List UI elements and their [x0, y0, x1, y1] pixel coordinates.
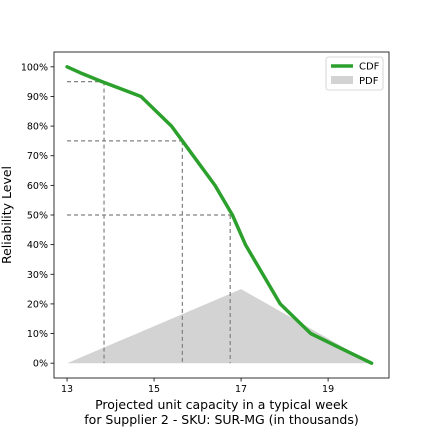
cdf-line — [65, 65, 374, 365]
x-tick-label: 15 — [148, 384, 160, 395]
x-axis-title-line-1: Projected unit capacity in a typical wee… — [95, 397, 349, 412]
y-tick-label: 30% — [27, 270, 48, 281]
y-tick-label: 60% — [27, 181, 48, 192]
legend-pdf-swatch — [331, 76, 353, 84]
x-tick-label: 13 — [61, 384, 73, 395]
y-tick-label: 50% — [27, 211, 48, 222]
y-tick-label: 0% — [33, 359, 48, 370]
legend-cdf-label: CDF — [359, 62, 380, 73]
y-tick-label: 10% — [27, 329, 48, 340]
x-axis-ticks: 13 15 17 19 — [61, 378, 334, 395]
pdf-area — [67, 289, 372, 364]
x-axis-title-line-2: for Supplier 2 - SKU: SUR-MG (in thousan… — [84, 412, 358, 427]
y-tick-label: 70% — [27, 151, 48, 162]
pdf-area-layer — [67, 289, 372, 364]
cdf-line-layer — [65, 65, 374, 365]
x-tick-label: 17 — [235, 384, 247, 395]
y-tick-label: 80% — [27, 122, 48, 133]
legend: CDF PDF — [325, 56, 384, 91]
y-axis-title: Reliability Level — [0, 166, 14, 264]
y-tick-label: 40% — [27, 240, 48, 251]
y-axis-ticks: 0% 10% 20% 30% 40% 50% 60% 70% 80% 90% 100% — [21, 62, 54, 370]
y-tick-label: 100% — [21, 62, 48, 73]
x-tick-label: 19 — [322, 384, 334, 395]
legend-pdf-label: PDF — [359, 76, 379, 87]
y-tick-label: 90% — [27, 92, 48, 103]
y-tick-label: 20% — [27, 299, 48, 310]
